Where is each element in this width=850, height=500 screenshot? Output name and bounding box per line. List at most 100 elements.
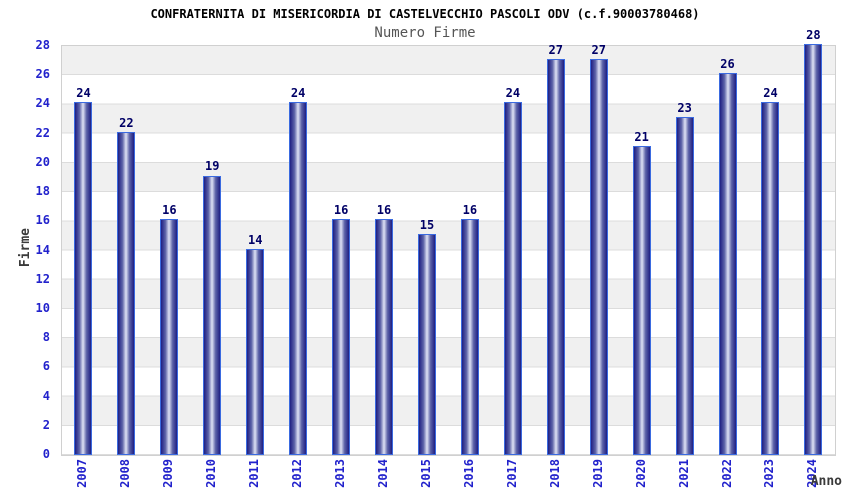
bar-2022 (718, 73, 737, 455)
bar-slot: 28 (792, 28, 835, 455)
y-tick-label: 26 (35, 67, 50, 82)
x-tick-label: 2011 (247, 459, 262, 488)
bar-value-label: 19 (205, 159, 220, 174)
y-tick-label: 14 (35, 242, 50, 257)
x-tick-label: 2012 (290, 459, 305, 488)
x-tick-label: 2013 (333, 459, 348, 488)
y-tick-label: 6 (42, 359, 50, 374)
x-tick-label: 2016 (461, 459, 476, 488)
bar-value-label: 24 (505, 86, 521, 101)
y-tick-label: 2 (42, 417, 50, 432)
bar-2017 (503, 102, 522, 455)
x-tick: 2013 (319, 459, 362, 500)
bar-slot: 22 (105, 46, 148, 455)
bar-slot: 24 (62, 46, 105, 455)
plot-area: 24 22 16 19 14 24 16 16 15 16 24 27 27 21 23 26 24 28 (61, 28, 836, 456)
x-tick: 2007 (61, 459, 104, 500)
x-tick: 2011 (233, 459, 276, 500)
x-tick: 2022 (705, 459, 748, 500)
bar-value-label: 24 (763, 86, 778, 101)
bar-value-label: 22 (119, 115, 134, 130)
x-tick: 2019 (576, 459, 619, 500)
bar-slot: 16 (320, 46, 363, 455)
x-tick-label: 2023 (762, 459, 777, 488)
bar-2008 (117, 131, 136, 455)
bar-value-label: 16 (333, 203, 349, 218)
y-tick-label: 18 (35, 184, 50, 199)
bar-value-label: 28 (806, 28, 821, 42)
y-tick-label: 16 (35, 213, 50, 228)
x-tick-label: 2015 (418, 459, 433, 488)
x-tick: 2009 (147, 459, 190, 500)
x-tick-label: 2008 (118, 459, 133, 488)
y-tick-label: 4 (42, 388, 50, 403)
bar-value-label: 26 (720, 57, 735, 72)
bar-2014 (375, 219, 394, 455)
x-tick: 2016 (447, 459, 490, 500)
bar-slot: 23 (663, 46, 706, 455)
bar-value-label: 24 (76, 86, 91, 101)
x-tick-label: 2009 (161, 459, 176, 488)
bar-2007 (74, 102, 93, 455)
bar-2019 (589, 58, 608, 455)
x-tick-label: 2019 (590, 459, 605, 488)
bar-slot: 24 (277, 46, 320, 455)
y-tick-label: 10 (35, 300, 50, 315)
bar-value-label: 27 (591, 42, 606, 57)
x-tick: 2020 (619, 459, 662, 500)
x-tick-label: 2010 (204, 459, 219, 488)
bar-2011 (246, 248, 265, 455)
bar-slot: 24 (491, 46, 534, 455)
x-tick: 2015 (405, 459, 448, 500)
y-tick-label: 0 (42, 447, 50, 461)
bar-2015 (417, 233, 436, 455)
bar-2013 (332, 219, 351, 455)
bar-2020 (632, 146, 651, 455)
x-tick: 2008 (104, 459, 147, 500)
bar-slot: 16 (148, 46, 191, 455)
bar-2023 (761, 102, 780, 455)
y-tick-label: 8 (42, 330, 50, 345)
x-tick: 2018 (533, 459, 576, 500)
bar-2024 (804, 44, 823, 455)
bar-2016 (460, 219, 479, 455)
bar-slot: 24 (749, 46, 792, 455)
bar-slot: 19 (191, 46, 234, 455)
x-tick-label: 2017 (504, 459, 519, 488)
x-tick-label: 2022 (719, 459, 734, 488)
y-tick-label: 22 (35, 125, 50, 140)
bar-2010 (203, 175, 222, 455)
x-tick-label: 2020 (633, 459, 648, 488)
bar-value-label: 24 (290, 86, 306, 101)
bar-slot: 16 (448, 46, 491, 455)
bar-slot: 14 (234, 46, 277, 455)
y-tick-label: 24 (35, 96, 50, 111)
bar-2021 (675, 117, 694, 455)
bar-slot: 27 (577, 42, 620, 455)
bar-value-label: 21 (634, 130, 649, 145)
bar-slot: 15 (406, 46, 449, 455)
x-tick: 2012 (276, 459, 319, 500)
chart-title: CONFRATERNITA DI MISERICORDIA DI CASTELV… (150, 7, 700, 21)
y-tick-label: 12 (35, 271, 50, 286)
x-tick: 2017 (490, 459, 533, 500)
x-axis-title: Anno (810, 474, 842, 489)
x-tick: 2021 (662, 459, 705, 500)
x-tick-label: 2014 (376, 459, 391, 488)
bar-2012 (289, 102, 308, 455)
bar-value-label: 14 (247, 232, 263, 247)
bar-slot: 16 (363, 46, 406, 455)
x-tick-label: 2021 (676, 459, 691, 488)
y-tick-label: 28 (35, 38, 50, 52)
bar-2009 (160, 219, 179, 455)
bar-value-label: 23 (677, 101, 692, 116)
bar-slot: 21 (620, 46, 663, 455)
bar-value-label: 16 (162, 203, 177, 218)
bar-slot: 27 (534, 43, 577, 455)
x-tick-label: 2007 (75, 459, 90, 488)
x-tick: 2023 (748, 459, 791, 500)
bar-slot: 26 (706, 46, 749, 455)
x-tick: 2014 (362, 459, 405, 500)
bar-2018 (546, 58, 565, 455)
